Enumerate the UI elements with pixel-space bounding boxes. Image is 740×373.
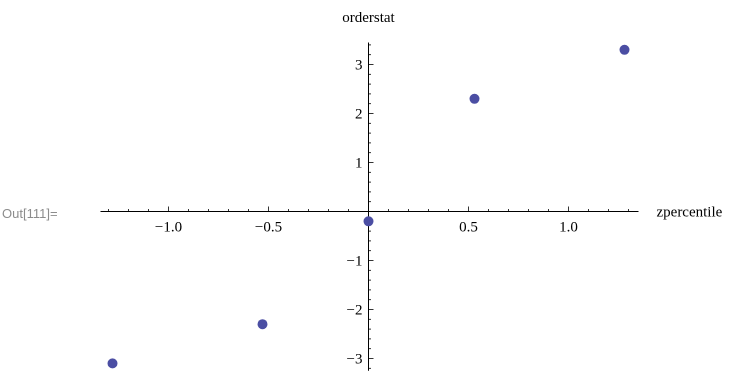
x-axis-title: zpercentile	[657, 205, 723, 221]
x-tick-label: −0.5	[255, 220, 282, 236]
axes	[100, 42, 639, 371]
y-tick-label: −1	[347, 254, 363, 270]
y-axis-title: orderstat	[342, 10, 395, 26]
x-tick-label: 0.5	[459, 220, 478, 236]
y-tick-label: 3	[355, 58, 363, 74]
y-tick-label: 1	[355, 156, 363, 172]
data-points	[107, 44, 630, 369]
output-cell-label: Out[111]=	[2, 206, 58, 221]
ticks	[108, 44, 629, 369]
y-tick-label: 2	[355, 107, 363, 123]
data-point	[469, 93, 480, 104]
x-tick-label: 1.0	[559, 220, 578, 236]
data-point	[619, 44, 630, 55]
x-tick-label: −1.0	[155, 220, 182, 236]
y-tick-label: −2	[347, 303, 363, 319]
y-tick-label: −3	[347, 352, 363, 368]
data-point	[257, 319, 268, 330]
data-point	[107, 358, 118, 369]
tick-labels: −1.0 −0.5 0.5 1.0 −3 −2 −1 1 2 3	[155, 58, 578, 368]
data-point	[363, 216, 374, 227]
